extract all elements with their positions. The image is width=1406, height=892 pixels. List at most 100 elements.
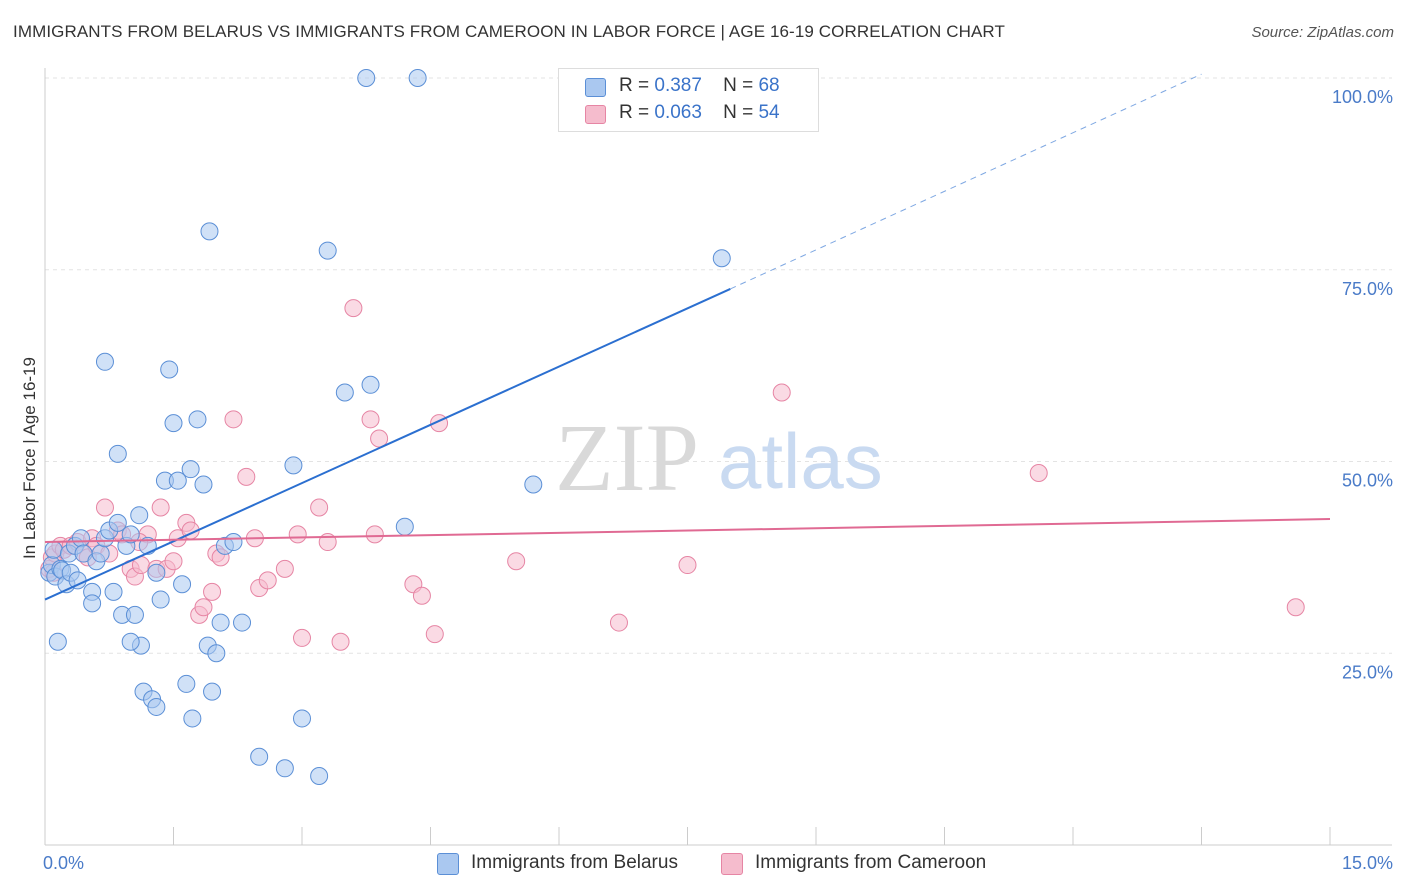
belarus-point: [151, 590, 170, 609]
belarus-point: [284, 456, 303, 475]
y-tick-label: 50.0%: [1342, 471, 1393, 491]
belarus-point: [203, 682, 222, 701]
belarus-legend-label: Immigrants from Belarus: [471, 852, 678, 873]
belarus-point: [275, 759, 294, 778]
cameroon-swatch: [585, 105, 606, 124]
legend-r-value-belarus: 0.387: [654, 75, 702, 96]
y-tick-label: 100.0%: [1332, 87, 1393, 107]
belarus-point: [125, 605, 144, 624]
belarus-point: [91, 544, 110, 563]
cameroon-point: [331, 632, 350, 651]
cameroon-point: [293, 628, 311, 647]
belarus-point: [233, 613, 252, 632]
cameroon-point: [310, 498, 329, 517]
tick-labels: 25.0% 50.0% 75.0% 100.0% 0.0% 15.0%: [43, 87, 1393, 873]
belarus-point: [147, 563, 166, 582]
belarus-point: [250, 747, 269, 766]
cameroon-point: [344, 299, 363, 318]
belarus-point: [108, 444, 127, 463]
cameroon-point: [361, 410, 380, 429]
cameroon-point: [95, 498, 114, 517]
cameroon-point: [203, 582, 222, 601]
cameroon-legend-label: Immigrants from Cameroon: [755, 852, 987, 873]
belarus-point: [200, 222, 219, 241]
belarus-point: [130, 506, 149, 525]
cameroon-legend-swatch: [721, 853, 743, 875]
belarus-point: [224, 533, 243, 552]
belarus-point: [160, 360, 179, 379]
belarus-point: [408, 69, 427, 87]
cameroon-point: [275, 559, 294, 578]
belarus-point: [121, 525, 140, 544]
belarus-point: [188, 410, 207, 429]
belarus-point: [335, 383, 354, 402]
belarus-point: [293, 709, 311, 728]
belarus-point: [310, 766, 329, 785]
belarus-point: [168, 471, 187, 490]
belarus-point: [71, 529, 90, 548]
legend-r-label: R =: [619, 75, 650, 96]
cameroon-point: [1286, 598, 1305, 617]
x-tick-label-min: 0.0%: [43, 853, 84, 873]
cameroon-point: [609, 613, 628, 632]
cameroon-point: [1029, 464, 1048, 483]
legend-n-value-belarus: 68: [758, 75, 780, 96]
cameroon-point: [237, 467, 256, 486]
belarus-point: [211, 613, 230, 632]
source-credit: Source: ZipAtlas.com: [1251, 24, 1394, 41]
cameroon-trend-line: [44, 518, 1331, 544]
cameroon-point: [772, 383, 791, 402]
belarus-point: [121, 632, 140, 651]
y-tick-label: 75.0%: [1342, 279, 1393, 299]
cameroon-point: [507, 552, 526, 571]
belarus-point: [104, 582, 123, 601]
watermark: ZIP atlas: [555, 404, 883, 511]
belarus-swatch: [585, 78, 606, 97]
belarus-trend-extension: [730, 73, 1202, 290]
belarus-point: [48, 632, 67, 651]
legend-r-label: R =: [619, 102, 650, 123]
belarus-point: [207, 644, 226, 663]
cameroon-point: [164, 552, 183, 571]
chart-title: IMMIGRANTS FROM BELARUS VS IMMIGRANTS FR…: [13, 22, 1005, 41]
belarus-point: [181, 460, 200, 479]
legend-r-value-cameroon: 0.063: [654, 102, 702, 123]
watermark-atlas: atlas: [718, 417, 883, 505]
cameroon-point: [151, 498, 170, 517]
x-tick-label-max: 15.0%: [1342, 853, 1393, 873]
belarus-point: [357, 69, 376, 87]
cameroon-point: [412, 586, 431, 605]
belarus-point: [108, 513, 127, 532]
belarus-point: [173, 575, 192, 594]
belarus-point: [194, 475, 213, 494]
belarus-point: [395, 517, 414, 536]
belarus-point: [83, 594, 102, 613]
y-axis-label: In Labor Force | Age 16-19: [20, 357, 39, 559]
belarus-legend-swatch: [437, 853, 459, 875]
cameroon-point: [678, 556, 697, 575]
watermark-zip: ZIP: [555, 404, 699, 511]
axes: [44, 68, 1392, 846]
belarus-point: [95, 352, 114, 371]
belarus-point: [68, 571, 87, 590]
belarus-point: [164, 414, 183, 433]
belarus-trend-line: [44, 288, 731, 601]
belarus-point: [177, 674, 196, 693]
cameroon-point: [288, 525, 307, 544]
cameroon-point: [224, 410, 243, 429]
belarus-point: [44, 540, 63, 559]
legend-n-label: N =: [723, 75, 754, 96]
belarus-point: [524, 475, 543, 494]
trend-lines: [44, 73, 1331, 601]
cameroon-point: [258, 571, 277, 590]
cameroon-point: [370, 429, 389, 448]
correlation-legend: R = 0.387 N = 68 R = 0.063 N = 54: [558, 68, 819, 132]
legend-n-value-cameroon: 54: [758, 102, 780, 123]
cameroon-point: [194, 598, 213, 617]
y-tick-label: 25.0%: [1342, 662, 1393, 682]
grid-lines: [45, 77, 1392, 654]
cameroon-point: [425, 625, 444, 644]
belarus-point: [318, 241, 337, 260]
legend-n-label: N =: [723, 102, 754, 123]
